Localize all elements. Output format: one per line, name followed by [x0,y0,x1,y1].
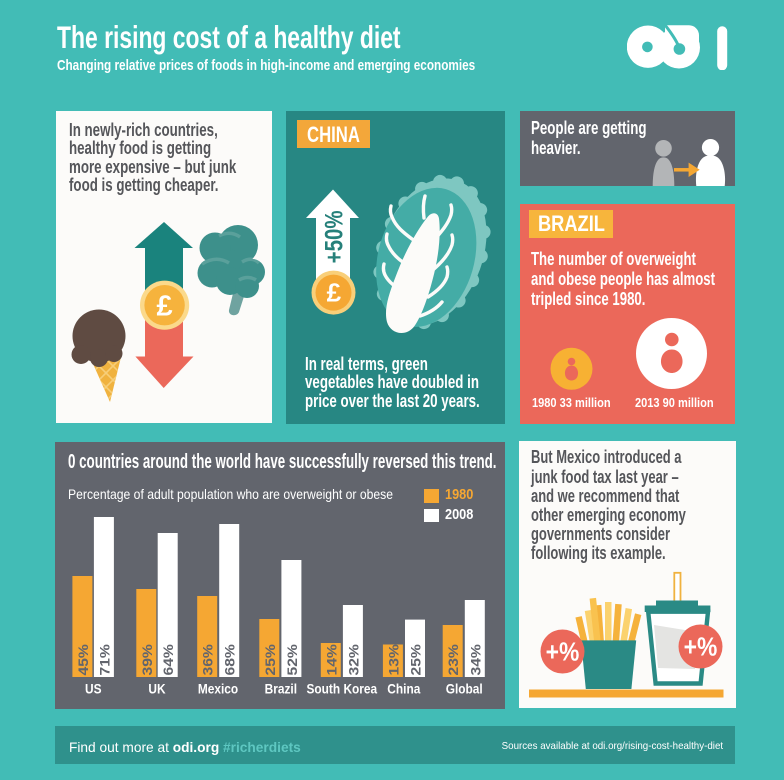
svg-text:£: £ [327,278,342,308]
svg-text:+%: +% [684,633,718,662]
svg-text:45%: 45% [77,644,92,675]
svg-text:Global: Global [446,681,483,697]
svg-text:23%: 23% [447,644,462,675]
svg-text:US: US [85,681,102,697]
svg-text:UK: UK [148,681,166,697]
svg-text:32%: 32% [347,644,362,675]
svg-text:34%: 34% [469,644,484,675]
svg-text:36%: 36% [201,644,216,675]
svg-text:39%: 39% [140,644,155,675]
svg-text:25%: 25% [263,644,278,675]
svg-text:13%: 13% [387,644,402,675]
svg-text:Mexico: Mexico [198,681,238,697]
svg-text:64%: 64% [162,644,177,675]
svg-text:China: China [387,681,421,697]
svg-text:Brazil: Brazil [265,681,297,697]
svg-text:+50%: +50% [320,210,348,263]
svg-text:25%: 25% [409,644,424,675]
svg-text:71%: 71% [98,644,113,675]
svg-text:68%: 68% [223,644,238,675]
svg-text:South Korea: South Korea [306,681,377,697]
svg-text:+%: +% [546,638,580,667]
svg-text:14%: 14% [325,644,340,675]
svg-text:£: £ [157,291,173,323]
svg-text:52%: 52% [286,644,301,675]
